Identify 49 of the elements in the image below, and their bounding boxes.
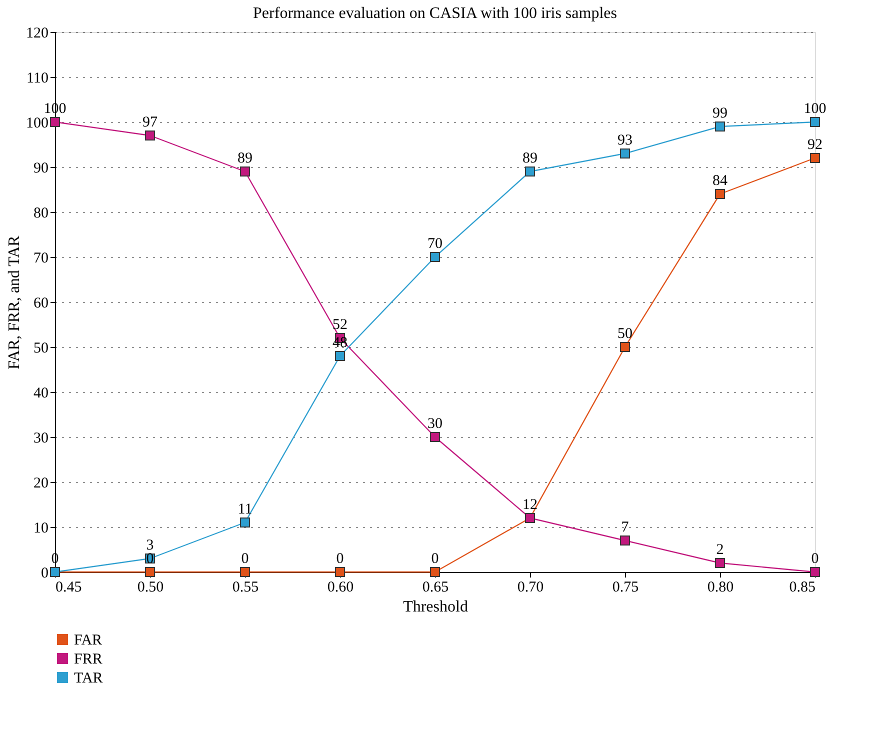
data-label: 100 <box>804 101 826 117</box>
y-tick-label: 50 <box>34 340 48 356</box>
y-tick-label: 10 <box>34 520 48 536</box>
x-tick-label: 0.75 <box>612 580 639 596</box>
y-tick-label: 120 <box>26 26 48 42</box>
chart-title: Performance evaluation on CASIA with 100 iris samples <box>253 5 617 22</box>
y-tick-label: 40 <box>34 386 48 402</box>
x-tick-label: 0.55 <box>232 580 259 596</box>
y-tick-label: 90 <box>34 160 48 176</box>
y-tick-label: 110 <box>26 70 48 86</box>
legend-label: FRR <box>74 652 102 668</box>
x-tick-label: 0.60 <box>327 580 354 596</box>
x-axis-title: Threshold <box>403 598 468 616</box>
data-label: 0 <box>241 551 249 567</box>
data-label: 93 <box>618 132 632 148</box>
data-label: 84 <box>712 173 728 189</box>
data-label: 7 <box>621 520 630 536</box>
x-tick-label: 0.45 <box>56 580 82 596</box>
data-label: 89 <box>238 150 252 166</box>
data-label: 2 <box>716 542 724 558</box>
x-tick-label: 0.80 <box>707 580 734 596</box>
data-label: 70 <box>428 236 442 252</box>
data-label: 89 <box>522 150 538 166</box>
y-tick-label: 70 <box>34 250 48 266</box>
x-tick-label: 0.70 <box>517 580 544 596</box>
y-tick-label: 60 <box>34 296 48 312</box>
data-label: 50 <box>618 326 632 342</box>
data-label: 97 <box>142 114 158 130</box>
legend-label: FAR <box>74 632 102 648</box>
data-label: 11 <box>238 502 252 518</box>
y-tick-label: 20 <box>34 476 48 492</box>
x-tick-label: 0.50 <box>137 580 164 596</box>
y-tick-label: 80 <box>34 206 48 222</box>
data-label: 0 <box>431 551 439 567</box>
data-label: 92 <box>808 137 822 153</box>
y-tick-label: 100 <box>26 116 48 132</box>
data-label: 0 <box>336 551 344 567</box>
data-label: 0 <box>811 551 819 567</box>
y-axis-title: FAR, FRR, and TAR <box>6 235 23 370</box>
data-label: 99 <box>712 106 728 122</box>
x-tick-label: 0.85 <box>789 580 816 596</box>
legend-label: TAR <box>74 670 103 686</box>
data-label: 12 <box>522 497 538 513</box>
y-tick-label: 0 <box>41 566 48 582</box>
data-label: 52 <box>332 317 348 333</box>
y-tick-label: 30 <box>34 430 48 446</box>
data-label: 3 <box>146 538 154 554</box>
data-label: 30 <box>428 416 442 432</box>
x-tick-label: 0.65 <box>422 580 449 596</box>
